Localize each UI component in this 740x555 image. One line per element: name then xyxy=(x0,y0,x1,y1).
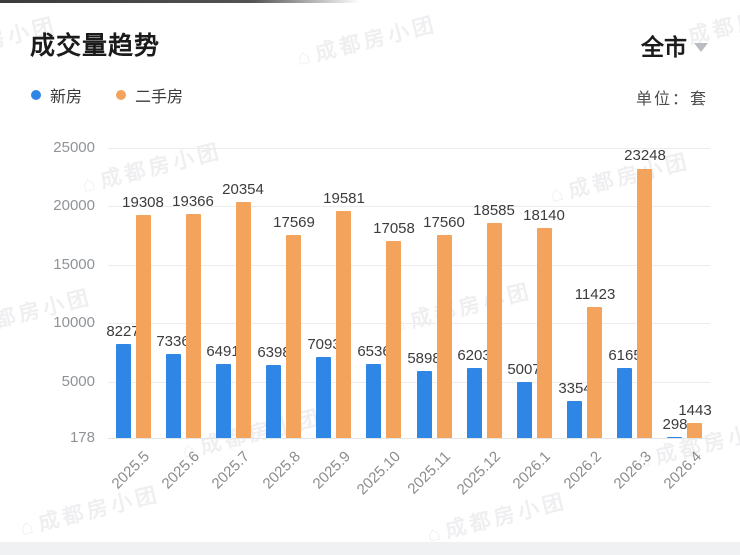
y-axis-tick-5000: 5000 xyxy=(61,373,95,390)
bar-new-2025.9[interactable] xyxy=(316,357,331,438)
bar-secondhand-2026.3[interactable] xyxy=(637,168,652,438)
gridline-10000 xyxy=(108,323,710,324)
value-label-secondhand-2026.2: 11423 xyxy=(574,285,616,303)
bar-new-2026.1[interactable] xyxy=(517,381,532,438)
legend-dot-secondhand-homes xyxy=(116,90,127,100)
watermark-text: 成都房小团 xyxy=(35,482,163,536)
value-label-new-2025.11: 5898 xyxy=(407,350,441,368)
value-label-secondhand-2026.1: 18140 xyxy=(523,207,565,225)
value-label-new-2026.2: 3354 xyxy=(558,379,592,397)
watermark-text: 成都房小团 xyxy=(312,12,440,66)
bar-new-2025.7[interactable] xyxy=(216,364,231,438)
value-label-secondhand-2025.10: 17058 xyxy=(373,219,415,237)
bar-new-2025.12[interactable] xyxy=(467,367,482,438)
gridline-178 xyxy=(108,438,710,439)
bar-secondhand-2025.10[interactable] xyxy=(386,240,401,438)
watermark-text: 成都房小团 xyxy=(407,279,535,333)
y-axis-tick-10000: 10000 xyxy=(53,314,95,331)
house-logo-icon: ⌂ xyxy=(79,171,98,197)
bar-secondhand-2026.1[interactable] xyxy=(537,228,552,438)
house-logo-icon: ⌂ xyxy=(547,181,566,207)
region-selector-label: 全市 xyxy=(641,34,687,60)
bar-new-2025.10[interactable] xyxy=(366,363,381,438)
x-axis-tick-2026.4: 2026.4 xyxy=(660,448,706,493)
gridline-5000 xyxy=(108,382,710,383)
value-label-secondhand-2025.12: 18585 xyxy=(473,201,515,219)
brand-watermark: ⌂成都房小团 xyxy=(79,135,226,199)
bar-secondhand-2026.2[interactable] xyxy=(587,306,602,438)
legend-label-secondhand-homes: 二手房 xyxy=(135,89,184,106)
bar-secondhand-2025.12[interactable] xyxy=(487,222,502,438)
value-label-new-2025.6: 7336 xyxy=(156,333,190,351)
bar-secondhand-2026.4[interactable] xyxy=(687,423,702,438)
brand-watermark: ⌂成都房小团 xyxy=(17,478,164,542)
y-axis-tick-25000: 25000 xyxy=(53,139,95,156)
value-label-new-2025.12: 6203 xyxy=(457,346,491,364)
brand-watermark: ⌂成都房小团 xyxy=(0,281,95,345)
y-axis-tick-20000: 20000 xyxy=(53,197,95,214)
value-label-new-2026.3: 6165 xyxy=(608,347,642,365)
brand-watermark: ⌂成都房小团 xyxy=(424,485,571,549)
unit-label: 单位：套 xyxy=(635,91,708,108)
gridline-20000 xyxy=(108,206,710,207)
value-label-secondhand-2025.11: 17560 xyxy=(423,213,465,231)
value-label-new-2025.10: 6536 xyxy=(357,342,391,360)
value-label-secondhand-2025.7: 20354 xyxy=(222,181,264,199)
bar-new-2026.4[interactable] xyxy=(667,436,682,438)
house-logo-icon: ⌂ xyxy=(17,514,36,540)
value-label-secondhand-2025.6: 19366 xyxy=(172,192,214,210)
legend-item-new-homes[interactable]: 新房 xyxy=(31,83,82,107)
y-axis-tick-178: 178 xyxy=(69,429,95,446)
value-label-new-2026.1: 5007 xyxy=(507,360,541,378)
bar-secondhand-2025.9[interactable] xyxy=(336,211,351,438)
brand-watermark: ⌂成都房小团 xyxy=(389,275,536,339)
legend-dot-new-homes xyxy=(31,90,41,100)
region-selector[interactable]: 全市 xyxy=(641,28,708,62)
legend-label-new-homes: 新房 xyxy=(50,89,83,106)
value-label-secondhand-2025.9: 19581 xyxy=(323,190,365,208)
bar-new-2025.5[interactable] xyxy=(116,344,131,438)
value-label-new-2025.9: 7093 xyxy=(307,336,341,354)
bar-secondhand-2025.5[interactable] xyxy=(136,214,151,438)
value-label-secondhand-2026.4: 1443 xyxy=(678,402,712,420)
screenshot-top-edge-artifact xyxy=(0,0,360,3)
value-label-secondhand-2025.5: 19308 xyxy=(122,193,164,211)
bar-secondhand-2025.11[interactable] xyxy=(437,234,452,438)
brand-watermark: ⌂成都房小团 xyxy=(294,8,441,72)
value-label-new-2025.7: 6491 xyxy=(206,343,240,361)
chart-title: 成交量趋势 xyxy=(30,32,161,60)
house-logo-icon: ⌂ xyxy=(294,44,313,70)
gridline-25000 xyxy=(108,148,710,149)
bar-new-2025.11[interactable] xyxy=(417,371,432,438)
card-divider-band xyxy=(0,542,740,555)
bar-secondhand-2025.8[interactable] xyxy=(286,234,301,438)
value-label-new-2026.4: 298 xyxy=(662,415,688,433)
chart-legend: 新房 二手房 xyxy=(31,83,183,107)
bar-new-2026.3[interactable] xyxy=(617,368,632,438)
watermark-text: 成都房小团 xyxy=(442,489,570,543)
bar-new-2025.6[interactable] xyxy=(166,354,181,438)
value-label-secondhand-2025.8: 17569 xyxy=(273,213,315,231)
legend-item-secondhand-homes[interactable]: 二手房 xyxy=(116,83,183,107)
value-label-new-2025.5: 8227 xyxy=(106,322,140,340)
chevron-down-icon xyxy=(694,42,708,52)
bar-secondhand-2025.7[interactable] xyxy=(236,202,251,438)
bar-new-2025.8[interactable] xyxy=(266,365,281,438)
value-label-new-2025.8: 6398 xyxy=(257,344,291,362)
brand-watermark: ⌂成都房小团 xyxy=(547,145,694,209)
value-label-secondhand-2026.3: 23248 xyxy=(624,147,666,165)
bar-new-2026.2[interactable] xyxy=(567,400,582,438)
gridline-15000 xyxy=(108,265,710,266)
y-axis-tick-15000: 15000 xyxy=(53,256,95,273)
bar-secondhand-2025.6[interactable] xyxy=(186,213,201,438)
